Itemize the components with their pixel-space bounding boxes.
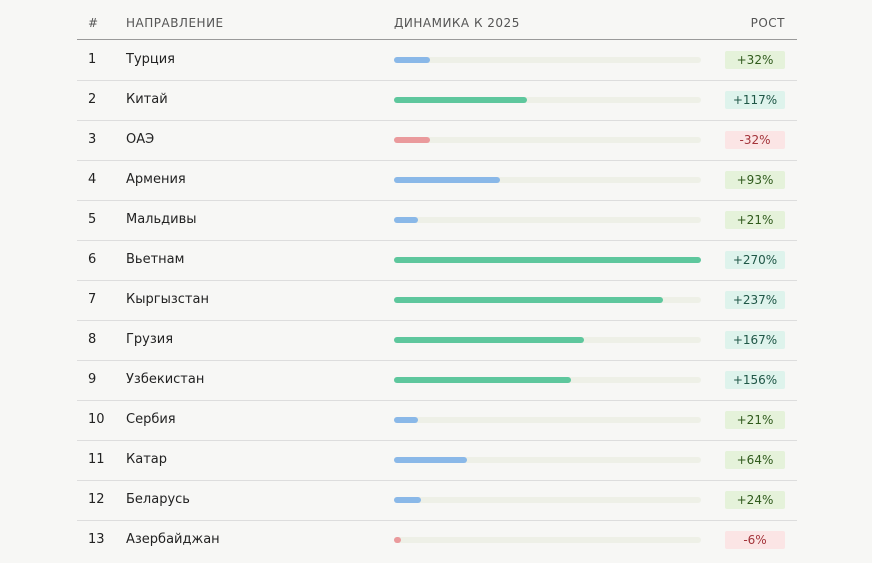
bar xyxy=(394,57,431,63)
growth-badge: +32% xyxy=(725,51,785,69)
row-divider xyxy=(77,480,797,481)
bar xyxy=(394,377,572,383)
header-rule xyxy=(77,39,797,40)
growth-badge: -6% xyxy=(725,531,785,549)
bar-track xyxy=(394,97,701,103)
country-name: Беларусь xyxy=(126,492,190,507)
country-name: Турция xyxy=(126,52,176,67)
growth-badge: +156% xyxy=(725,371,785,389)
country-name: Вьетнам xyxy=(126,252,185,267)
country-name: Грузия xyxy=(126,332,174,347)
rank: 1 xyxy=(88,52,97,67)
header-growth: РОСТ xyxy=(750,16,785,30)
country-name: Катар xyxy=(126,452,167,467)
bar xyxy=(394,497,422,503)
rank: 6 xyxy=(88,252,97,267)
rank: 3 xyxy=(88,132,97,147)
row-divider xyxy=(77,520,797,521)
country-name: Китай xyxy=(126,92,168,107)
bar xyxy=(394,217,418,223)
rank: 10 xyxy=(88,412,105,427)
growth-badge: -32% xyxy=(725,131,785,149)
growth-badge: +21% xyxy=(725,411,785,429)
bar xyxy=(394,297,664,303)
bar xyxy=(394,257,701,263)
row-divider xyxy=(77,120,797,121)
rank: 5 xyxy=(88,212,97,227)
growth-badge: +270% xyxy=(725,251,785,269)
rank: 8 xyxy=(88,332,97,347)
rank: 13 xyxy=(88,532,105,547)
growth-badge: +24% xyxy=(725,491,785,509)
growth-badge: +93% xyxy=(725,171,785,189)
bar xyxy=(394,417,418,423)
bar-track xyxy=(394,57,701,63)
row-divider xyxy=(77,320,797,321)
country-name: ОАЭ xyxy=(126,132,155,147)
bar xyxy=(394,97,528,103)
row-divider xyxy=(77,80,797,81)
bar-track xyxy=(394,177,701,183)
header-name: НАПРАВЛЕНИЕ xyxy=(126,16,224,30)
bar xyxy=(394,177,500,183)
growth-badge: +21% xyxy=(725,211,785,229)
bar xyxy=(394,337,584,343)
header-bar: ДИНАМИКА К 2025 xyxy=(394,16,520,30)
bar-track xyxy=(394,217,701,223)
country-name: Сербия xyxy=(126,412,176,427)
row-divider xyxy=(77,400,797,401)
rank: 2 xyxy=(88,92,97,107)
row-divider xyxy=(77,240,797,241)
rank: 7 xyxy=(88,292,97,307)
growth-badge: +117% xyxy=(725,91,785,109)
bar xyxy=(394,537,401,543)
growth-badge: +64% xyxy=(725,451,785,469)
country-name: Мальдивы xyxy=(126,212,197,227)
growth-badge: +237% xyxy=(725,291,785,309)
country-name: Кыргызстан xyxy=(126,292,209,307)
rank: 12 xyxy=(88,492,105,507)
bar-track xyxy=(394,417,701,423)
row-divider xyxy=(77,200,797,201)
country-name: Азербайджан xyxy=(126,532,220,547)
growth-badge: +167% xyxy=(725,331,785,349)
bar xyxy=(394,137,431,143)
row-divider xyxy=(77,360,797,361)
bar xyxy=(394,457,467,463)
bar-track xyxy=(394,497,701,503)
country-name: Узбекистан xyxy=(126,372,205,387)
header-rank: # xyxy=(88,16,99,30)
bar-track xyxy=(394,457,701,463)
bar-track xyxy=(394,137,701,143)
row-divider xyxy=(77,280,797,281)
row-divider xyxy=(77,160,797,161)
rank: 9 xyxy=(88,372,97,387)
bar-track xyxy=(394,537,701,543)
rank: 4 xyxy=(88,172,97,187)
country-name: Армения xyxy=(126,172,186,187)
rank: 11 xyxy=(88,452,105,467)
row-divider xyxy=(77,440,797,441)
